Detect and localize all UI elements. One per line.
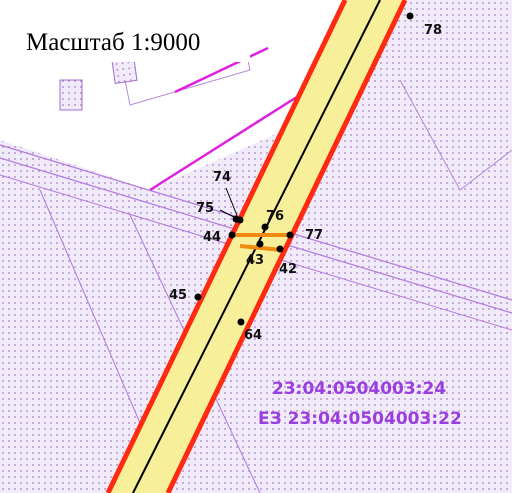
survey-point [194,293,202,301]
point-label: 77 [305,228,323,243]
building [59,79,83,111]
point-label: 74 [213,170,231,185]
point-label: 43 [246,253,264,268]
point-label: 44 [203,230,221,245]
survey-point [237,318,245,326]
survey-point [276,245,284,253]
boundary [174,46,269,94]
scale-box [18,18,250,62]
corridor-edge [105,0,348,493]
survey-point [261,223,269,231]
survey-point [228,231,236,239]
survey-point [232,215,240,223]
point-label: 76 [266,209,284,224]
scale-label: Масштаб 1:9000 [26,29,200,56]
leader [225,187,239,219]
leader [219,209,237,219]
survey-point [256,240,264,248]
survey-point [406,12,414,20]
point-label: 75 [196,201,214,216]
point-label: 42 [279,262,297,277]
parcel-label: ЕЗ 23:04:0504003:22 [258,409,462,429]
parcel-border [399,79,512,191]
parcel-label: 23:04:0504003:24 [272,379,446,399]
point-label: 78 [424,23,442,38]
boundary [149,93,301,192]
corridor-edge [165,0,408,493]
survey-point [286,231,294,239]
point-label: 64 [244,328,262,343]
crossing [239,244,283,252]
point-label: 45 [169,288,187,303]
